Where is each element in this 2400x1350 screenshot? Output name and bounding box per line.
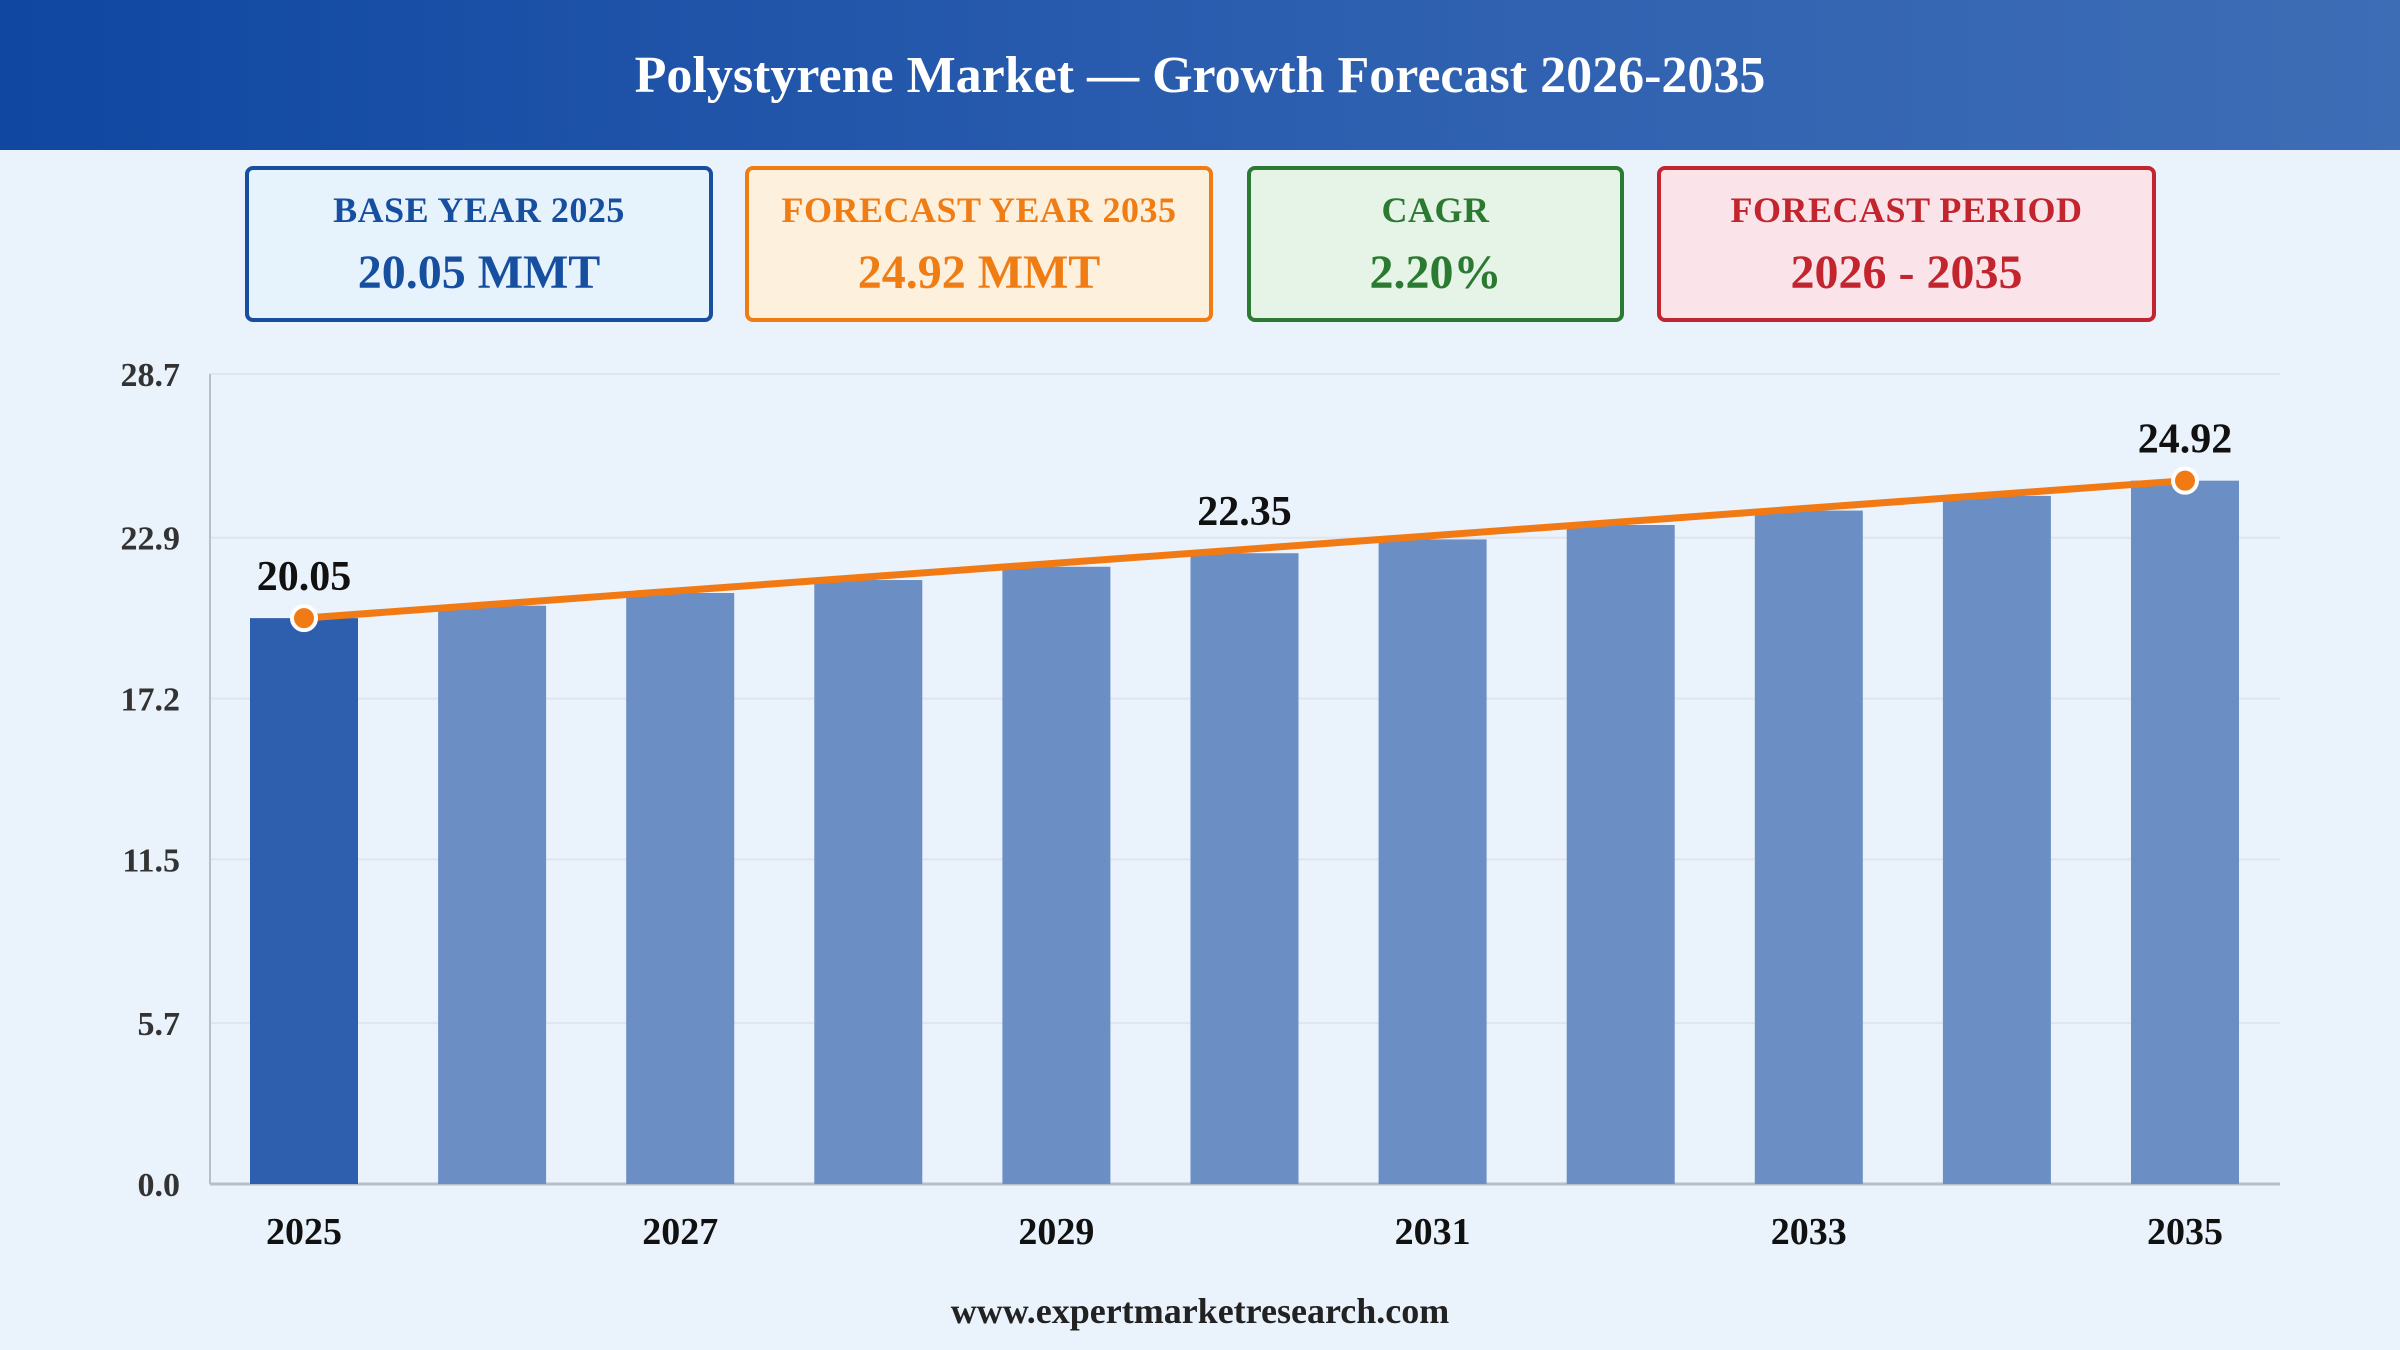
bar-2031 bbox=[1378, 539, 1487, 1184]
y-tick-label: 28.7 bbox=[121, 357, 181, 394]
y-tick-label: 22.9 bbox=[121, 521, 181, 558]
data-label: 22.35 bbox=[1197, 489, 1292, 535]
cagr-label: CAGR bbox=[1381, 189, 1490, 230]
bar-2034 bbox=[1942, 495, 2051, 1184]
cagr-value: 2.20% bbox=[1369, 245, 1502, 299]
bar-2028 bbox=[814, 580, 923, 1184]
forecast-period-card: FORECAST PERIOD 2026 - 2035 bbox=[1657, 166, 2156, 322]
bar-2032 bbox=[1566, 524, 1675, 1184]
bar-2033 bbox=[1754, 510, 1863, 1184]
y-tick-label: 11.5 bbox=[122, 842, 180, 879]
base-year-label: BASE YEAR 2025 bbox=[333, 189, 625, 230]
forecast-year-label: FORECAST YEAR 2035 bbox=[781, 189, 1177, 230]
x-tick-label: 2033 bbox=[1771, 1211, 1847, 1253]
base-year-value: 20.05 MMT bbox=[357, 245, 601, 299]
x-tick-label: 2029 bbox=[1018, 1211, 1094, 1253]
bar-2030 bbox=[1190, 553, 1299, 1184]
base-year-card: BASE YEAR 2025 20.05 MMT bbox=[245, 166, 713, 322]
data-label: 24.92 bbox=[2138, 417, 2233, 463]
trend-start-marker bbox=[290, 604, 318, 633]
x-tick-label: 2027 bbox=[642, 1211, 718, 1253]
forecast-period-label: FORECAST PERIOD bbox=[1730, 189, 2083, 230]
header-banner: Polystyrene Market — Growth Forecast 202… bbox=[0, 0, 2400, 150]
x-tick-label: 2031 bbox=[1395, 1211, 1471, 1253]
cagr-card: CAGR 2.20% bbox=[1247, 166, 1624, 322]
y-tick-label: 5.7 bbox=[138, 1006, 181, 1043]
bar-2026 bbox=[438, 605, 547, 1184]
data-label: 20.05 bbox=[257, 554, 352, 600]
x-tick-label: 2035 bbox=[2147, 1211, 2223, 1253]
y-tick-label: 17.2 bbox=[121, 682, 181, 719]
trend-line bbox=[300, 477, 2189, 622]
forecast-year-card: FORECAST YEAR 2035 24.92 MMT bbox=[745, 166, 1213, 322]
bar-2027 bbox=[626, 593, 735, 1184]
trend-end-marker bbox=[2171, 466, 2199, 495]
forecast-period-value: 2026 - 2035 bbox=[1790, 245, 2023, 299]
source-url: www.expertmarketresearch.com bbox=[950, 1291, 1450, 1331]
x-tick-label: 2025 bbox=[266, 1211, 342, 1253]
bar-2029 bbox=[1002, 566, 1111, 1184]
bar-2025 bbox=[250, 618, 358, 1184]
y-tick-label: 0.0 bbox=[138, 1167, 181, 1204]
bar-2035 bbox=[2131, 480, 2239, 1184]
page-title: Polystyrene Market — Growth Forecast 202… bbox=[634, 46, 1766, 104]
forecast-year-value: 24.92 MMT bbox=[857, 245, 1101, 299]
